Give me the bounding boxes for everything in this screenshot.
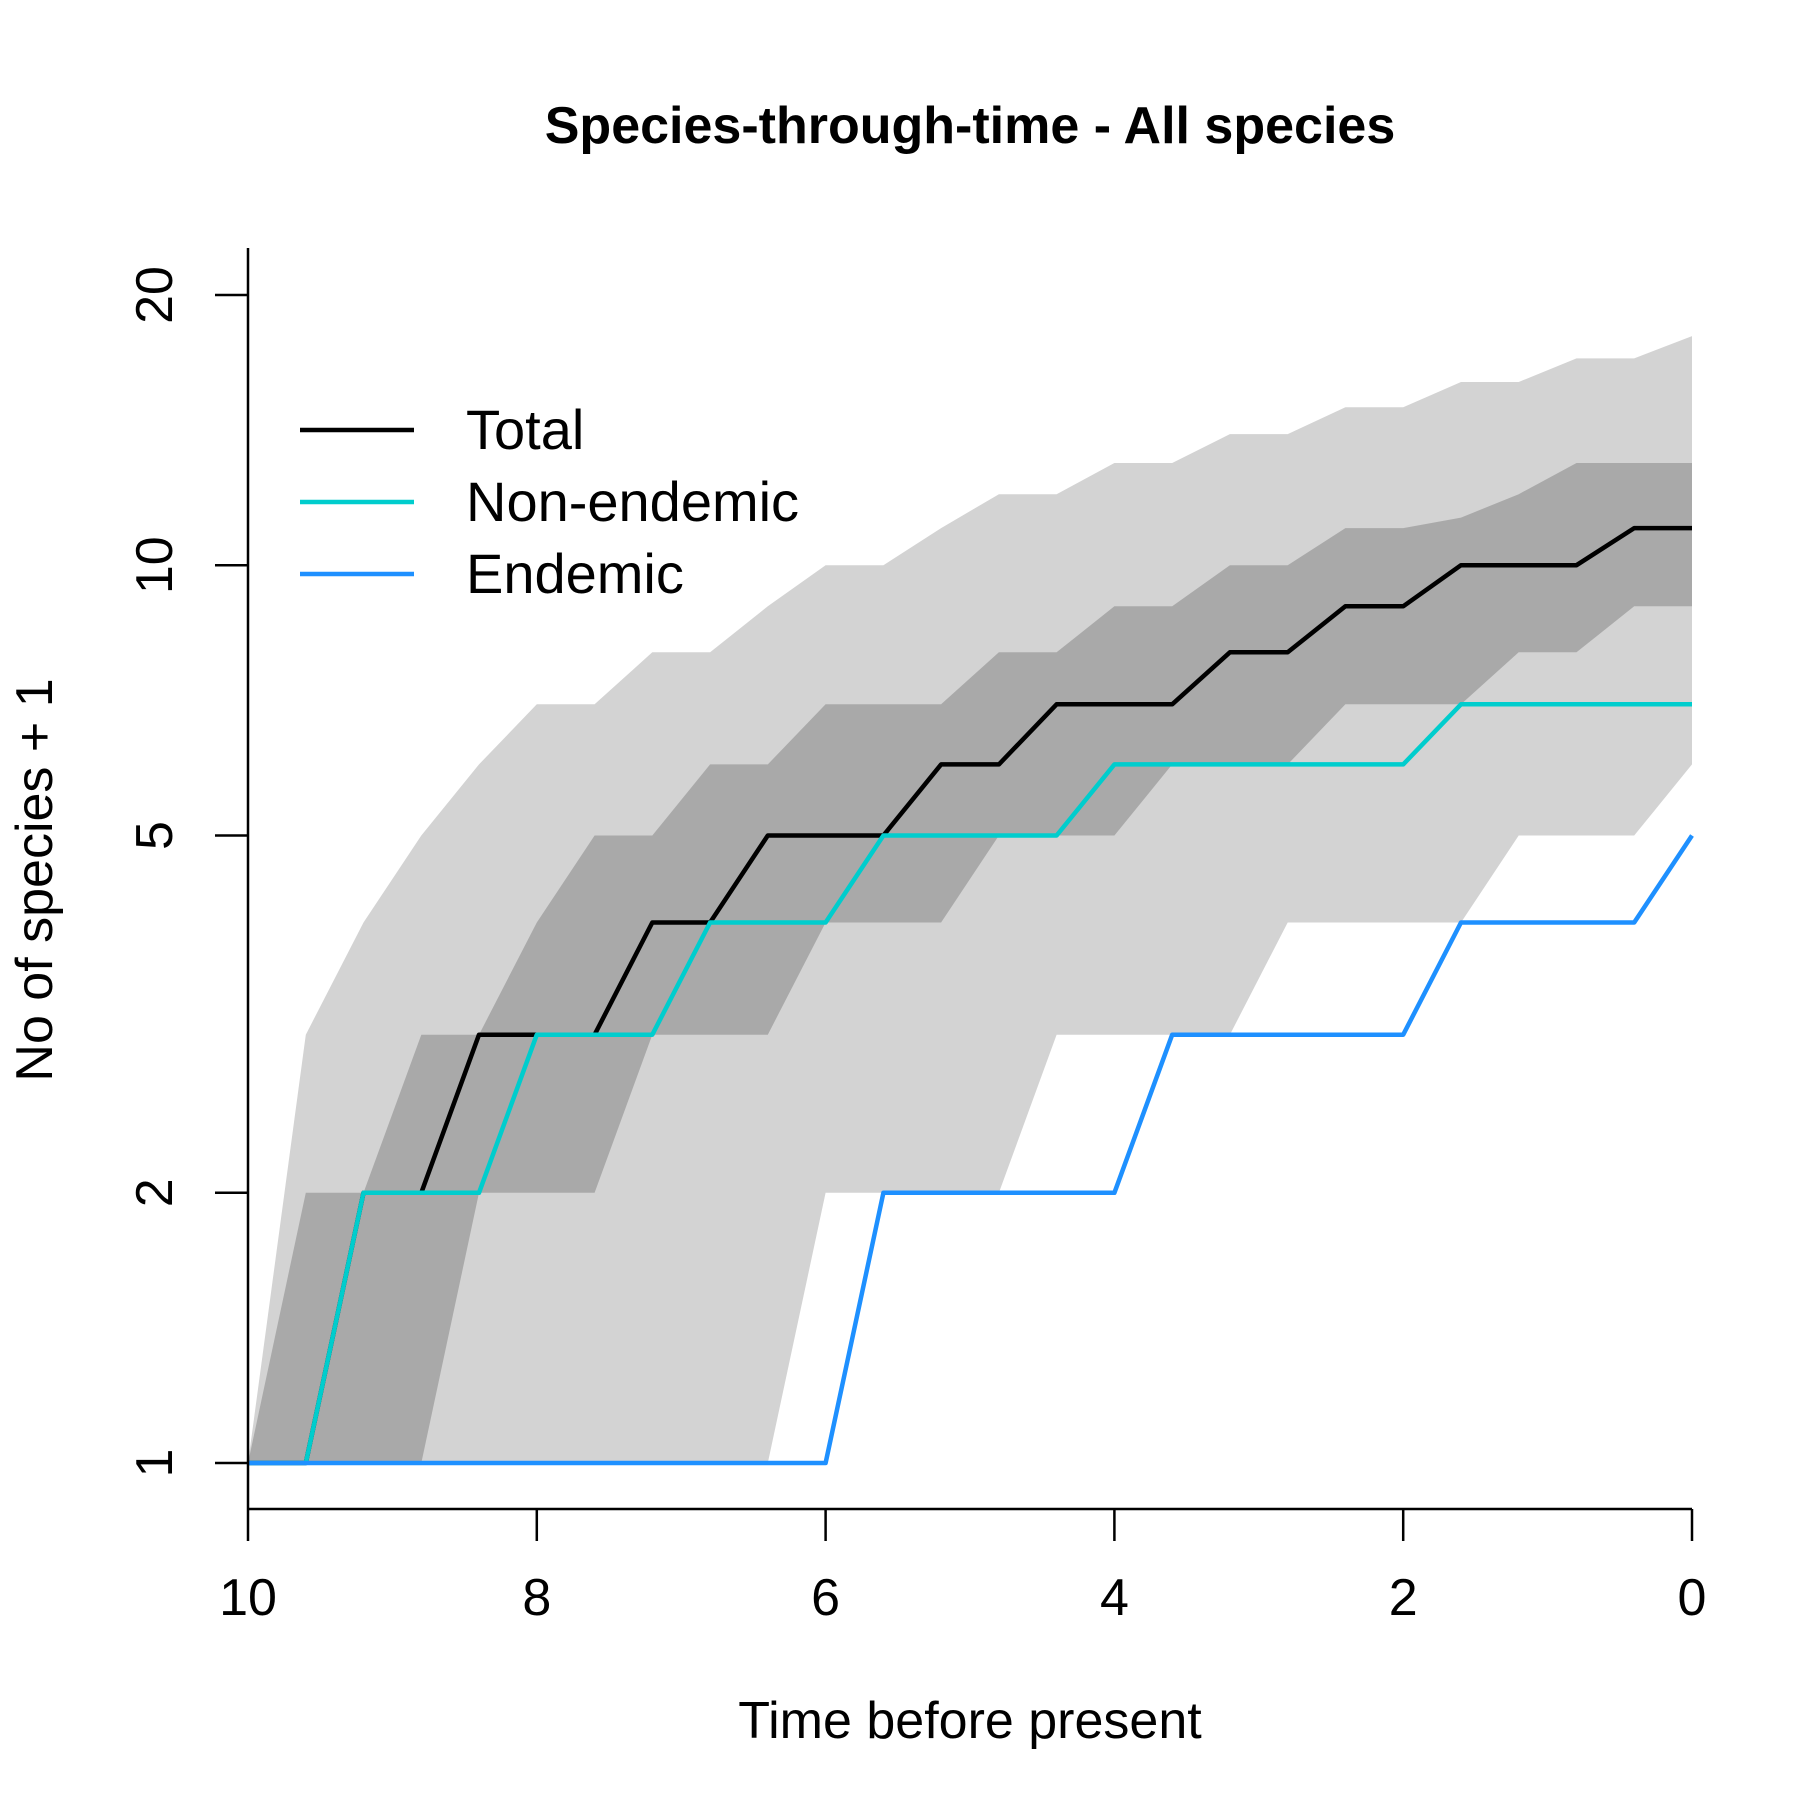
legend-label-endemic: Endemic: [466, 542, 684, 605]
x-tick-label: 6: [811, 1569, 840, 1627]
y-axis-label: No of species + 1: [6, 678, 64, 1081]
series-line-endemic: [248, 834, 1694, 1466]
series-line-total: [248, 525, 1692, 1466]
series-lines: [248, 525, 1694, 1466]
series-line-non-endemic: [248, 702, 1692, 1466]
y-axis-ticks: 1 2 5 10 20: [126, 266, 248, 1477]
axes: [246, 248, 1692, 1511]
legend-label-non-endemic: Non-endemic: [466, 470, 799, 533]
y-tick-label: 2: [126, 1178, 184, 1207]
y-tick-label: 20: [126, 266, 184, 324]
y-tick-label: 10: [126, 536, 184, 594]
legend-label-total: Total: [466, 398, 584, 461]
x-tick-label: 10: [219, 1569, 277, 1627]
x-tick-label: 2: [1389, 1569, 1418, 1627]
x-tick-label: 0: [1678, 1569, 1707, 1627]
confidence-bands: [248, 336, 1692, 1464]
y-tick-label: 1: [126, 1449, 184, 1478]
inner-band: [248, 463, 1692, 1463]
x-tick-label: 4: [1100, 1569, 1129, 1627]
x-axis-label: Time before present: [738, 1692, 1202, 1750]
x-tick-label: 8: [522, 1569, 551, 1627]
legend: Total Non-endemic Endemic: [300, 398, 799, 605]
x-axis-ticks: 10 8 6 4 2 0: [219, 1509, 1706, 1627]
outer-band: [248, 336, 1692, 1464]
chart-title: Species-through-time - All species: [545, 97, 1395, 155]
y-tick-label: 5: [126, 821, 184, 850]
